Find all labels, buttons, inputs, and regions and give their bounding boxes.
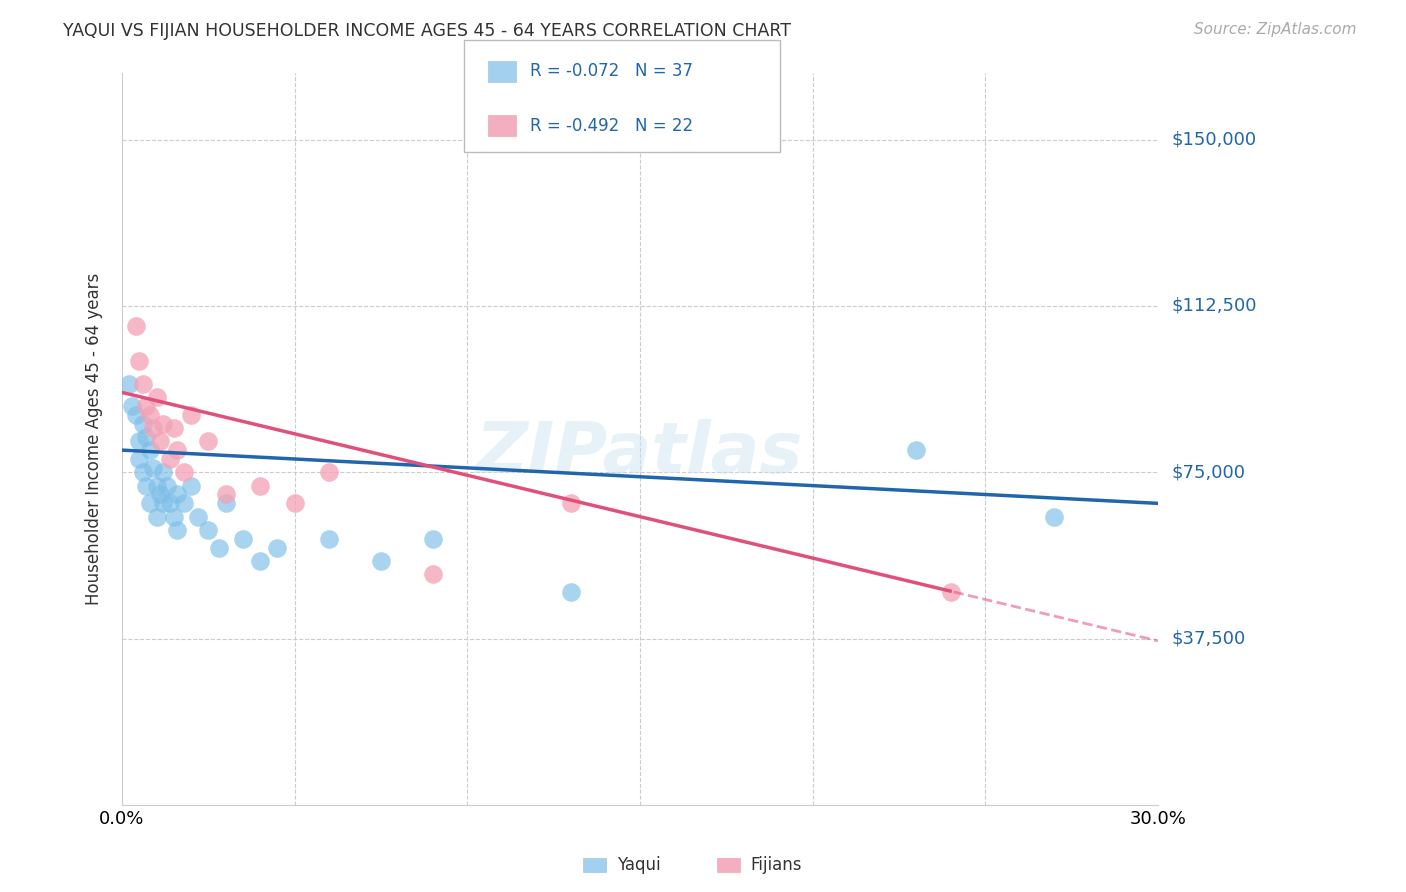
Point: [135, 399, 157, 413]
Text: $150,000: $150,000: [1173, 130, 1257, 149]
Point: [135, 478, 157, 492]
Point: [149, 487, 172, 501]
Text: Yaqui: Yaqui: [617, 856, 661, 874]
Point: [232, 532, 254, 546]
Point: [166, 443, 188, 458]
Point: [214, 487, 236, 501]
Text: $112,500: $112,500: [1173, 297, 1257, 315]
Point: [180, 408, 202, 422]
Point: [142, 421, 165, 435]
Point: [128, 354, 150, 368]
Point: [939, 585, 962, 599]
Point: [249, 554, 271, 568]
Point: [214, 496, 236, 510]
Point: [197, 523, 219, 537]
Point: [180, 478, 202, 492]
Point: [138, 496, 160, 510]
Point: [249, 478, 271, 492]
Point: [560, 585, 582, 599]
Point: [197, 434, 219, 449]
Text: R = -0.072   N = 37: R = -0.072 N = 37: [530, 62, 693, 80]
Text: $75,000: $75,000: [1173, 463, 1246, 482]
Point: [187, 509, 209, 524]
Point: [138, 408, 160, 422]
Y-axis label: Householder Income Ages 45 - 64 years: Householder Income Ages 45 - 64 years: [86, 273, 103, 605]
Text: $37,500: $37,500: [1173, 630, 1246, 648]
Point: [142, 461, 165, 475]
Point: [166, 523, 188, 537]
Point: [422, 532, 444, 546]
Point: [370, 554, 392, 568]
Point: [138, 443, 160, 458]
Point: [125, 318, 148, 333]
Point: [318, 532, 340, 546]
Point: [156, 478, 179, 492]
Point: [318, 465, 340, 479]
Point: [159, 496, 181, 510]
Point: [173, 496, 195, 510]
Point: [145, 509, 167, 524]
Text: ZIPatlas: ZIPatlas: [477, 419, 804, 488]
Point: [132, 465, 155, 479]
Point: [149, 434, 172, 449]
Point: [128, 452, 150, 467]
Point: [905, 443, 928, 458]
Point: [125, 408, 148, 422]
Point: [145, 478, 167, 492]
Point: [132, 376, 155, 391]
Point: [284, 496, 307, 510]
Point: [163, 509, 186, 524]
Point: [121, 399, 143, 413]
Point: [152, 417, 174, 431]
Point: [163, 421, 186, 435]
Point: [266, 541, 288, 555]
Point: [132, 417, 155, 431]
Point: [173, 465, 195, 479]
Point: [152, 465, 174, 479]
Point: [159, 452, 181, 467]
Point: [128, 434, 150, 449]
Point: [166, 487, 188, 501]
Text: Source: ZipAtlas.com: Source: ZipAtlas.com: [1194, 22, 1357, 37]
Point: [135, 430, 157, 444]
Text: Fijians: Fijians: [751, 856, 803, 874]
Point: [422, 567, 444, 582]
Point: [118, 376, 141, 391]
Point: [560, 496, 582, 510]
Text: R = -0.492   N = 22: R = -0.492 N = 22: [530, 117, 693, 135]
Text: YAQUI VS FIJIAN HOUSEHOLDER INCOME AGES 45 - 64 YEARS CORRELATION CHART: YAQUI VS FIJIAN HOUSEHOLDER INCOME AGES …: [63, 22, 792, 40]
Point: [208, 541, 231, 555]
Point: [145, 390, 167, 404]
Point: [152, 496, 174, 510]
Point: [1043, 509, 1066, 524]
